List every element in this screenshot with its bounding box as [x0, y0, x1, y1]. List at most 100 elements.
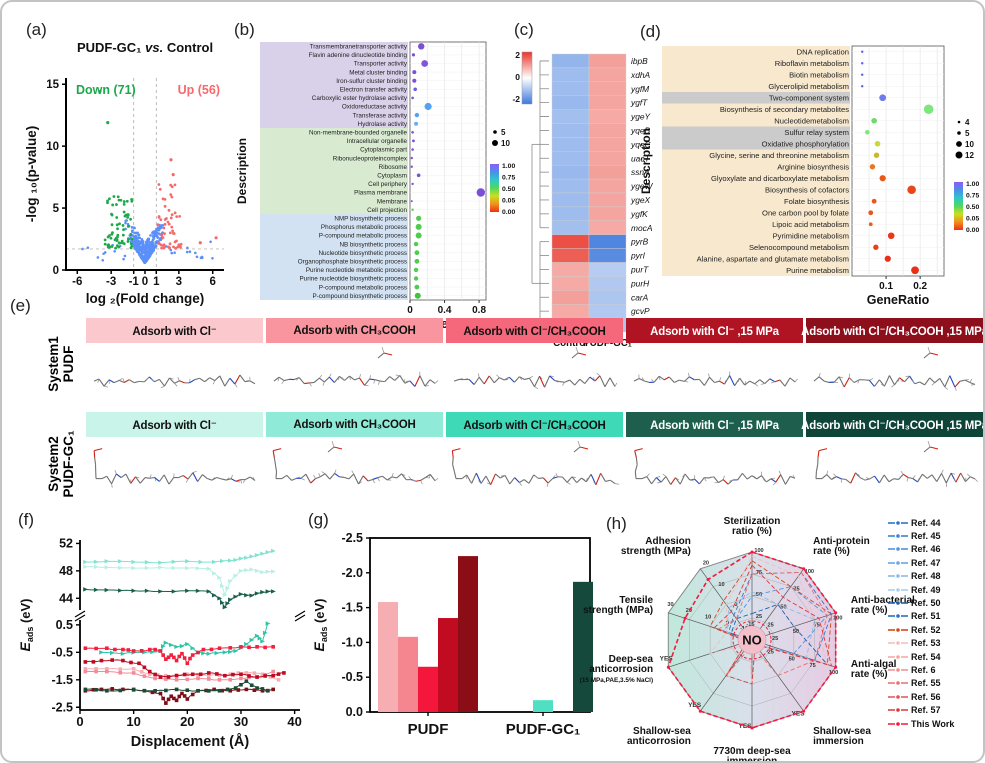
svg-text:Biosynthesis of cofactors: Biosynthesis of cofactors	[765, 185, 849, 194]
svg-text:Folate biosynthesis: Folate biosynthesis	[784, 197, 849, 206]
svg-text:75: 75	[809, 663, 815, 669]
svg-text:10: 10	[46, 141, 59, 153]
svg-text:0.0: 0.0	[346, 705, 363, 719]
svg-text:100: 100	[829, 670, 838, 676]
svg-text:12: 12	[965, 151, 974, 160]
dot	[911, 266, 919, 275]
svg-text:GeneRatio: GeneRatio	[867, 293, 930, 307]
dot	[410, 156, 413, 160]
svg-text:ygfT: ygfT	[630, 98, 648, 108]
line-series-darkgreen	[83, 679, 270, 693]
svg-text:50: 50	[793, 629, 799, 635]
dot	[410, 200, 413, 203]
svg-text:Purine metabolism: Purine metabolism	[786, 266, 849, 275]
dot	[414, 292, 421, 299]
svg-text:Two-component system: Two-component system	[769, 93, 849, 102]
svg-text:Anti-bacterial: Anti-bacterial	[851, 595, 915, 606]
bar	[458, 556, 478, 712]
dot	[415, 232, 422, 239]
legend-label: Ref. 49	[911, 584, 941, 595]
legend-marker	[888, 708, 908, 712]
svg-text:Adhesion: Adhesion	[645, 536, 691, 547]
svg-text:Biotin metabolism: Biotin metabolism	[789, 70, 849, 79]
dot	[411, 148, 414, 151]
svg-text:0: 0	[515, 72, 520, 82]
svg-text:purT: purT	[630, 264, 649, 274]
line-series-red	[83, 645, 275, 666]
legend-marker	[888, 547, 908, 552]
svg-text:purH: purH	[630, 278, 650, 288]
legend-item: Ref. 49	[888, 583, 983, 596]
dot	[414, 112, 420, 118]
svg-text:carA: carA	[631, 292, 649, 302]
svg-text:1: 1	[153, 276, 160, 288]
legend-marker	[888, 641, 908, 646]
svg-text:DNA replication: DNA replication	[797, 47, 849, 56]
svg-text:0.75: 0.75	[502, 175, 515, 182]
svg-text:yqeB: yqeB	[630, 125, 651, 135]
dot	[411, 182, 414, 186]
svg-text:Purine nucleotide biosynthetic: Purine nucleotide biosynthetic process	[300, 276, 407, 283]
svg-text:YES: YES	[738, 723, 752, 730]
svg-text:Cytoplasmic part: Cytoplasmic part	[360, 147, 407, 154]
legend-item: Ref. 44	[888, 516, 983, 529]
svg-text:Pyrimidine metabolism: Pyrimidine metabolism	[773, 231, 849, 240]
bar	[398, 636, 418, 712]
svg-text:NB biosynthetic process: NB biosynthetic process	[339, 241, 407, 248]
svg-text:Plasma membrane: Plasma membrane	[354, 190, 407, 197]
svg-text:Displacement (Å): Displacement (Å)	[131, 733, 250, 750]
svg-text:immersion: immersion	[727, 756, 778, 763]
svg-text:44: 44	[59, 591, 73, 605]
legend-marker	[888, 587, 908, 592]
svg-text:Ribosome: Ribosome	[379, 164, 408, 171]
svg-text:Glycerolipid metabolism: Glycerolipid metabolism	[768, 82, 849, 91]
dot	[871, 198, 877, 204]
legend-item: Ref. 51	[888, 610, 983, 623]
svg-text:Anti-protein: Anti-protein	[813, 536, 870, 547]
dot	[416, 215, 422, 221]
pudf-md-snapshot-2	[273, 346, 439, 387]
svg-text:P-compound biosynthetic proces: P-compound biosynthetic process	[312, 293, 407, 300]
legend-label: Ref. 54	[911, 651, 941, 662]
bar	[438, 618, 458, 712]
line-series-mint-top	[83, 548, 276, 565]
line-series-teal-bottom	[99, 621, 271, 656]
svg-text:Transporter activity: Transporter activity	[354, 61, 408, 68]
svg-text:strength (MPa): strength (MPa)	[621, 546, 691, 557]
gene-heatmap: 2 0 -2 ibpB xdhA ygfM ygfT ygeY yqeB yqeC uacT ssnA…	[512, 50, 654, 349]
svg-text:Anti-algal: Anti-algal	[851, 659, 897, 670]
svg-text:0.00: 0.00	[966, 227, 979, 234]
svg-text:-3: -3	[106, 276, 116, 288]
svg-text:ygeW: ygeW	[630, 181, 654, 191]
radar-series-Ref. 44	[728, 571, 833, 661]
bar-group-PUDF-GC₁	[533, 581, 593, 712]
dot	[861, 85, 864, 88]
legend-item: Ref. 53	[888, 637, 983, 650]
pudfgc1-md-snapshot-1	[93, 448, 256, 488]
svg-text:52: 52	[59, 536, 73, 550]
pudf-condition-header-4: Adsorb with Cl⁻ ,15 MPa	[626, 318, 803, 343]
dot	[411, 208, 414, 211]
svg-text:Cytoplasm: Cytoplasm	[377, 173, 407, 180]
svg-text:-0.5: -0.5	[341, 670, 363, 684]
svg-text:Down (71): Down (71)	[76, 83, 136, 97]
pudfgc1-md-snapshot-2	[272, 440, 439, 485]
radar-series-Ref. 53	[709, 555, 828, 685]
svg-text:0.00: 0.00	[502, 209, 515, 216]
legend-item: Ref. 46	[888, 543, 983, 556]
dot	[414, 258, 420, 264]
svg-text:PUDF-GC₁ vs. Control: PUDF-GC₁ vs. Control	[77, 40, 213, 55]
dot	[414, 284, 420, 290]
svg-text:0.05: 0.05	[966, 216, 979, 223]
svg-text:PUDF-GC₁: PUDF-GC₁	[583, 338, 632, 349]
svg-text:Lipoic acid metabolism: Lipoic acid metabolism	[772, 220, 849, 229]
legend-label: Ref. 48	[911, 571, 941, 582]
svg-text:ibpB: ibpB	[631, 56, 648, 66]
svg-text:0: 0	[53, 265, 59, 277]
legend-marker	[888, 668, 908, 672]
pudf-md-snapshot-3	[453, 346, 618, 390]
legend-marker	[888, 561, 908, 565]
svg-text:5: 5	[965, 129, 970, 138]
svg-text:Riboflavin metabolism: Riboflavin metabolism	[775, 59, 849, 68]
svg-text:Glyoxylate and dicarboxylate m: Glyoxylate and dicarboxylate metabolism	[711, 174, 849, 183]
